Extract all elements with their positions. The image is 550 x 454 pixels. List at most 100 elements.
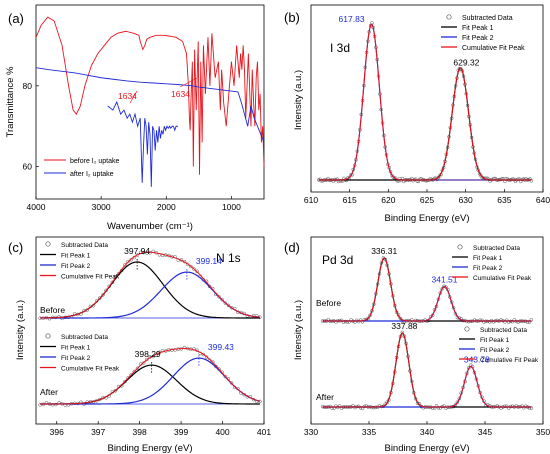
panel-d-before-peak-label-341.51: 341.51	[432, 274, 458, 284]
panel-b-ylabel: Intensity (a.u.)	[293, 70, 304, 130]
panel-d-after-legend-marker-data	[464, 326, 470, 332]
panel-b-xticks: 610 615 620 625 630 635 640	[304, 189, 550, 205]
panel-b-legend-subtracted-data: Subtracted Data	[462, 15, 513, 22]
panel-c-after-data-point	[229, 381, 234, 385]
panel-b-xtick-label-620: 620	[381, 195, 395, 205]
panel-d-element: Pd 3d	[322, 253, 353, 267]
panel-d-after-legend-fit-peak-1: Fit Peak 1	[480, 337, 510, 344]
panel-c-before-data-point	[189, 264, 193, 269]
panel-c-before-peak-label-397.94: 397.94	[124, 246, 150, 256]
panel-d-before-data-point	[444, 285, 448, 289]
panel-a-label: (a)	[8, 11, 24, 26]
panel-c-before-peak-label-399.14: 399.14	[196, 256, 222, 266]
panel-b-data-point	[516, 177, 520, 181]
panel-b-fit-peak-2	[318, 67, 532, 181]
panel-a-xtick-label-4000: 4000	[27, 202, 46, 212]
panel-c-xtick-label-397: 397	[91, 427, 105, 437]
panel-c-before-data-point	[195, 269, 199, 274]
panel-a-annotation-1634: 1634	[171, 89, 190, 99]
panel-c-before-data-point	[223, 301, 228, 305]
panel-c-after-data-point	[145, 357, 149, 362]
panel-d-before-data-point	[347, 320, 351, 324]
panel-d-before-peak-label-336.31: 336.31	[371, 246, 397, 256]
panel-c-before-legend-cumulative-fit-peak: Cumulative Fit Peak	[61, 274, 120, 281]
panel-c-ylabel: Intensity (a.u.)	[15, 300, 26, 360]
panel-b-peak-labels: 617.83 629.32	[339, 14, 480, 68]
panel-d-before-data-point	[398, 316, 403, 321]
panel-d-before-legend-cumulative-fit-peak: Cumulative Fit Peak	[473, 275, 532, 282]
panel-d-before-data-point	[510, 319, 515, 324]
panel-d-after-legend-cumulative-fit-peak: Cumulative Fit Peak	[480, 357, 539, 364]
panel-d-after-data-point	[455, 400, 460, 404]
panel-d-after-fit-peak-2	[322, 365, 532, 408]
panel-d-after-data-point	[503, 404, 507, 409]
panel-c-before-fit-peak-1	[40, 261, 260, 319]
panel-d-after-data-point	[358, 406, 363, 410]
panel-d-curves	[320, 256, 534, 410]
panel-b-legend: Subtracted Data Fit Peak 1 Fit Peak 2 Cumul…	[441, 14, 525, 52]
panel-c-after-peak-label-398.29: 398.29	[135, 349, 161, 359]
panel-c-xlabel: Binding Energy (eV)	[107, 443, 192, 454]
panel-d-after-legend-subtracted-data: Subtracted Data	[480, 327, 527, 334]
panel-d-before-legend-marker-data	[457, 244, 463, 250]
panel-d-after-peak-label-337.88: 337.88	[391, 321, 417, 331]
panel-c-after-peak-label-399.43: 399.43	[208, 342, 234, 352]
panel-d-after-data-point	[436, 406, 441, 410]
panel-c-before-legend-fit-peak-1: Fit Peak 1	[61, 253, 91, 260]
panel-c-after-data-point	[113, 389, 118, 393]
panel-b-legend-fit-peak-1: Fit Peak 1	[462, 25, 494, 32]
panel-d-before-label: Before	[316, 298, 341, 308]
panel-b-xtick-label-625: 625	[420, 195, 434, 205]
panel-c-before-data-point	[185, 262, 190, 267]
panel-d-after-data-point	[510, 404, 515, 408]
panel-a-arrow-1	[129, 90, 138, 104]
panel-d-before-data-point	[478, 318, 482, 322]
panel-a-ylabel: Transmittance %	[5, 66, 16, 137]
panel-d-after-data-point	[442, 404, 446, 408]
panel-d-after-data-point	[372, 405, 376, 410]
panel-c-after-data-point	[223, 374, 228, 379]
panel-c-before-data-point	[101, 293, 105, 297]
panel-b-cumulative-fit	[318, 23, 532, 181]
panel-c-after-legend-fit-peak-1: Fit Peak 1	[61, 345, 91, 352]
panel-d-after-cumulative-fit	[322, 332, 532, 408]
panel-b-element: I 3d	[330, 41, 350, 55]
panel-c-before-cumulative-fit	[40, 251, 260, 319]
panel-c-frame	[35, 236, 265, 425]
panel-d-before-data-point	[383, 257, 387, 262]
panel-c-xtick-label-396: 396	[50, 427, 64, 437]
panel-b-xtick-label-630: 630	[459, 195, 473, 205]
panel-c-after-data-point	[141, 361, 146, 365]
panel-c-peak-labels: 397.94 399.14 398.29 399.43	[124, 246, 234, 374]
panel-a-xlabel: Wavenumber (cm⁻¹)	[107, 221, 193, 232]
panel-b-xtick-label-615: 615	[343, 195, 357, 205]
panel-c-n1s: (c) N 1s Binding Energy (eV) Intensity (…	[8, 236, 271, 454]
panel-d-before-legend-fit-peak-1: Fit Peak 1	[473, 255, 503, 262]
panel-c-xtick-label-398: 398	[133, 427, 147, 437]
panel-c-element: N 1s	[216, 251, 241, 265]
panel-d-xticks: 330 335 340 345 350	[304, 421, 550, 437]
panel-b-i3d: (b) I 3d Binding Energy (eV) Intensity (…	[284, 4, 550, 224]
panel-b-legend-marker-data	[446, 14, 452, 20]
panel-b-frame	[310, 4, 544, 193]
panel-d-xtick-label-345: 345	[478, 427, 492, 437]
panel-b-xtick-label-640: 640	[536, 195, 550, 205]
panel-d-xlabel: Binding Energy (eV)	[384, 443, 469, 454]
panel-c-after-cumulative-fit	[40, 348, 260, 405]
panel-d-legends: Subtracted Data Fit Peak 1 Fit Peak 2 Cumul…	[452, 244, 539, 364]
legend-after-uptake: after I₂ uptake	[70, 171, 114, 178]
panel-a-ytick-label-60: 60	[23, 162, 33, 172]
panel-a-series-2	[107, 100, 179, 187]
panel-b-data-point	[529, 179, 534, 183]
panel-a-ftir: (a) Wavenumber (cm⁻¹) Transmittance % 40…	[5, 4, 265, 232]
panel-c-xticks: 396 397 398 399 400 401	[50, 421, 271, 437]
panel-c-before-data-point	[47, 316, 52, 321]
panel-c-xtick-label-400: 400	[215, 427, 229, 437]
panel-d-before-data-point	[366, 316, 370, 321]
panel-d-after-legend-fit-peak-2: Fit Peak 2	[480, 347, 510, 354]
panel-d-peak-labels: 336.31 341.51 337.88 343.78	[371, 246, 490, 364]
panel-d-before-data-point	[491, 320, 496, 324]
panel-c-before-data-point	[126, 259, 130, 264]
panel-c-after-label: After	[40, 387, 58, 397]
